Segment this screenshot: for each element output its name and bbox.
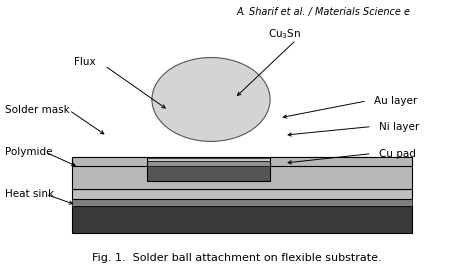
- Bar: [270, 157, 412, 166]
- Bar: [147, 159, 270, 161]
- Text: Au layer: Au layer: [374, 96, 417, 106]
- Text: Ni layer: Ni layer: [379, 122, 419, 132]
- Bar: [72, 189, 412, 199]
- Text: Polymide: Polymide: [5, 147, 53, 157]
- Bar: [72, 157, 412, 189]
- Text: A. Sharif et al. / Materials Science e: A. Sharif et al. / Materials Science e: [237, 7, 411, 17]
- Text: Cu$_3$Sn: Cu$_3$Sn: [268, 28, 301, 41]
- Text: Cu pad: Cu pad: [379, 149, 416, 159]
- Text: Solder mask: Solder mask: [5, 105, 70, 115]
- Bar: [72, 157, 147, 166]
- Ellipse shape: [152, 57, 270, 141]
- Bar: [147, 161, 270, 166]
- Text: Flux: Flux: [74, 57, 96, 67]
- Bar: [147, 165, 270, 181]
- Text: Heat sink: Heat sink: [5, 189, 55, 199]
- Text: Fig. 1.  Solder ball attachment on flexible substrate.: Fig. 1. Solder ball attachment on flexib…: [92, 253, 382, 263]
- Bar: [72, 199, 412, 206]
- Bar: [72, 206, 412, 233]
